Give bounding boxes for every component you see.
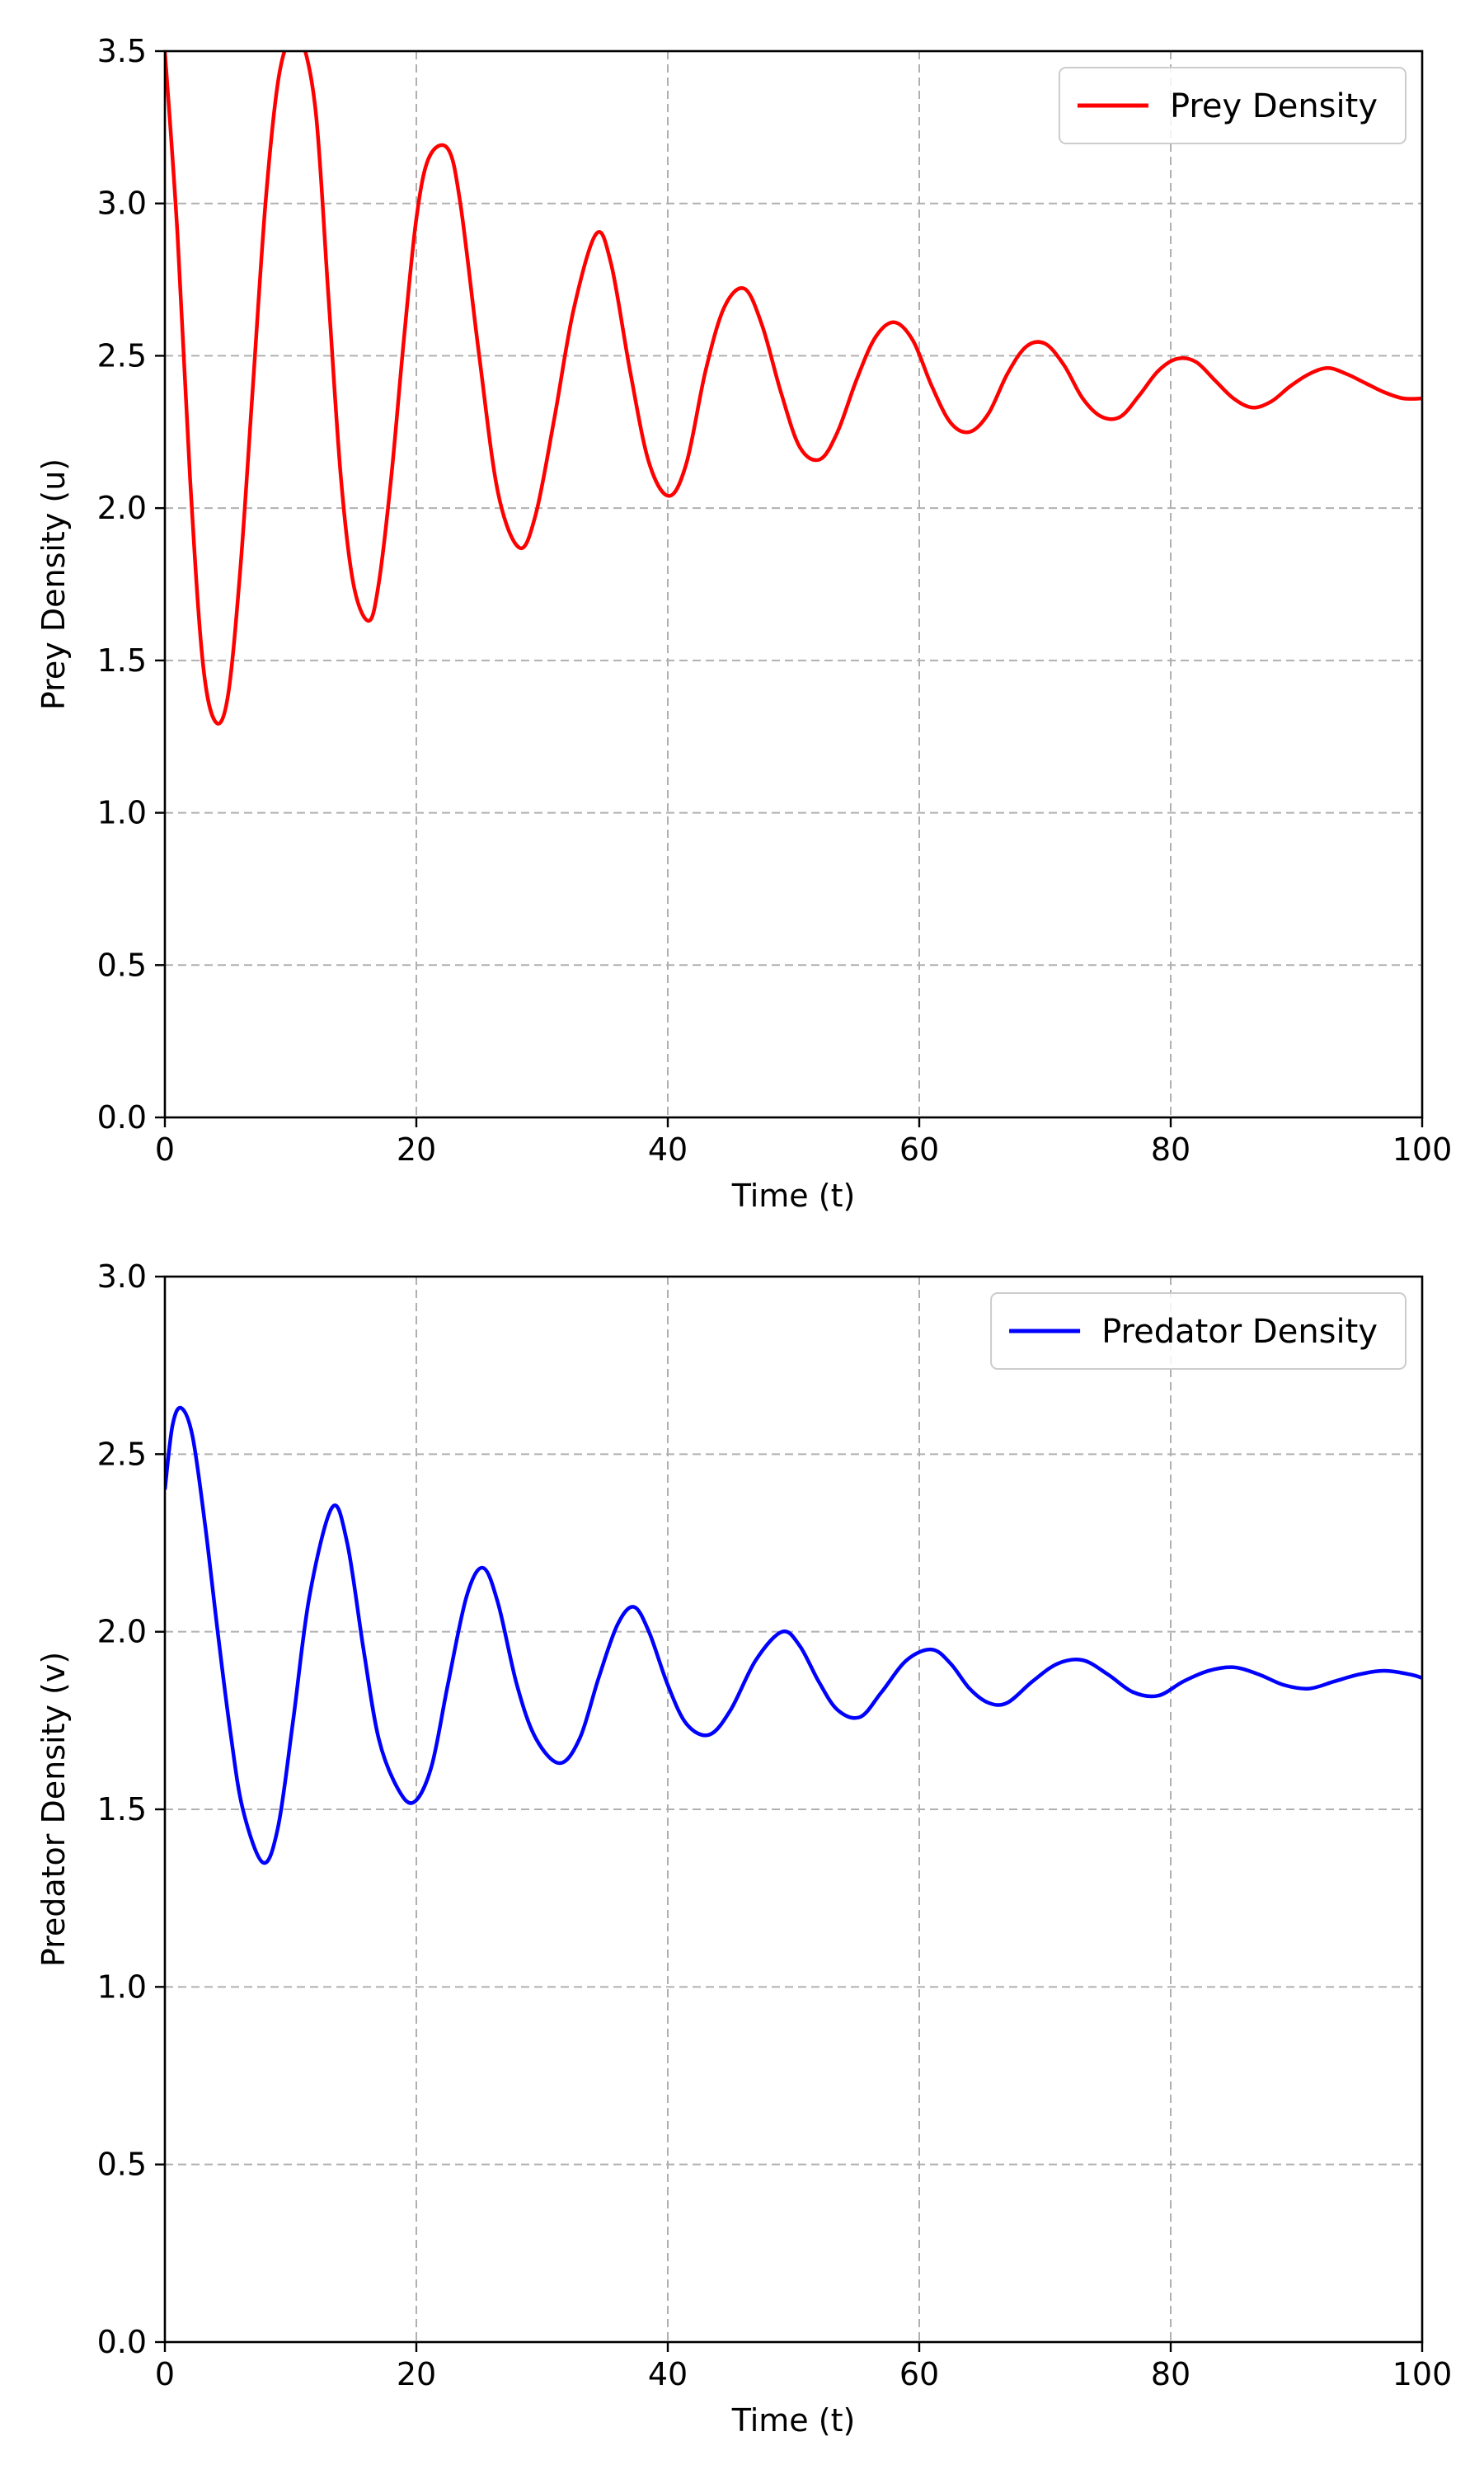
prey-y-tick-label: 0.0: [97, 1099, 147, 1136]
predator-x-tick-label: 80: [1151, 2356, 1190, 2392]
predator-legend-box: [990, 1292, 1407, 1370]
predator-series-line: [165, 1405, 1422, 1865]
predator-x-tick-label: 20: [397, 2356, 436, 2392]
predator-legend-label: Predator Density: [1101, 1313, 1378, 1351]
predator-x-tick-label: 100: [1392, 2356, 1453, 2392]
prey-y-tick-label: 3.5: [97, 33, 147, 69]
prey-legend: Prey Density: [1058, 67, 1407, 144]
prey-y-tick-label: 1.0: [97, 795, 147, 831]
prey-series-line: [165, 51, 1422, 726]
predator-y-tick-label: 3.0: [97, 1258, 147, 1295]
prey-x-tick-label: 40: [648, 1131, 688, 1168]
prey-y-tick-label: 2.0: [97, 490, 147, 526]
predator-x-axis-label: Time (t): [731, 2402, 856, 2439]
prey-x-tick-label: 60: [899, 1131, 939, 1168]
predator-density-panel: 0 20 40 60 80 100 0.0 0.5 1.0 1.5 2.0 2.5 3.0 Time (t…: [35, 1258, 1452, 2439]
prey-legend-box: [1058, 67, 1407, 144]
prey-x-tick-label: 80: [1151, 1131, 1190, 1168]
predator-y-tick-label: 0.5: [97, 2147, 147, 2183]
prey-x-tick-label: 0: [155, 1131, 175, 1168]
predator-y-axis-label: Predator Density (v): [35, 1652, 72, 1967]
predator-legend: Predator Density: [990, 1292, 1407, 1370]
prey-legend-label: Prey Density: [1170, 87, 1378, 125]
prey-density-panel: 0 20 40 60 80 100 0.0 0.5 1.0 1.5 2.0 2.5 3.0 3.5 Time…: [35, 33, 1453, 1214]
predator-y-tick-label: 1.0: [97, 1968, 147, 2005]
predator-x-tick-label: 40: [648, 2356, 688, 2392]
prey-x-tick-label: 100: [1392, 1131, 1453, 1168]
predator-x-tick-label: 60: [899, 2356, 939, 2392]
prey-plot-frame: [163, 49, 1424, 1119]
prey-x-axis-label: Time (t): [731, 1178, 856, 1214]
prey-y-tick-label: 1.5: [97, 642, 147, 679]
prey-y-axis-label: Prey Density (u): [35, 459, 72, 710]
prey-y-tick-label: 0.5: [97, 947, 147, 983]
predator-x-tick-label: 0: [155, 2356, 175, 2392]
predator-y-tick-label: 2.5: [97, 1436, 147, 1472]
prey-y-tick-label: 2.5: [97, 337, 147, 374]
prey-x-tick-label: 20: [397, 1131, 436, 1168]
prey-y-tick-label: 3.0: [97, 186, 147, 222]
predator-y-tick-label: 1.5: [97, 1791, 147, 1827]
predator-y-tick-label: 0.0: [97, 2324, 147, 2360]
predator-y-tick-label: 2.0: [97, 1614, 147, 1650]
